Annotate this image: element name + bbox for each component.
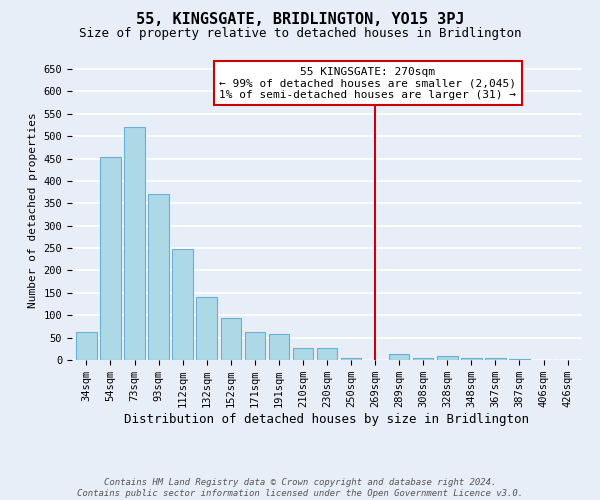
Bar — [221, 318, 241, 360]
Bar — [148, 194, 169, 360]
Bar — [245, 332, 265, 360]
Text: Contains HM Land Registry data © Crown copyright and database right 2024.
Contai: Contains HM Land Registry data © Crown c… — [77, 478, 523, 498]
Bar — [413, 358, 433, 360]
Text: 55, KINGSGATE, BRIDLINGTON, YO15 3PJ: 55, KINGSGATE, BRIDLINGTON, YO15 3PJ — [136, 12, 464, 28]
Y-axis label: Number of detached properties: Number of detached properties — [28, 112, 38, 308]
Bar — [389, 354, 409, 360]
Bar — [100, 156, 121, 360]
X-axis label: Distribution of detached houses by size in Bridlington: Distribution of detached houses by size … — [125, 413, 530, 426]
Bar — [509, 359, 530, 360]
Bar — [293, 348, 313, 360]
Bar — [196, 298, 217, 360]
Text: 55 KINGSGATE: 270sqm
← 99% of detached houses are smaller (2,045)
1% of semi-det: 55 KINGSGATE: 270sqm ← 99% of detached h… — [220, 66, 517, 100]
Bar — [437, 356, 458, 360]
Bar — [269, 334, 289, 360]
Text: Size of property relative to detached houses in Bridlington: Size of property relative to detached ho… — [79, 28, 521, 40]
Bar — [341, 358, 361, 360]
Bar — [485, 358, 506, 360]
Bar — [172, 249, 193, 360]
Bar — [317, 348, 337, 360]
Bar — [76, 332, 97, 360]
Bar — [461, 358, 482, 360]
Bar — [124, 126, 145, 360]
